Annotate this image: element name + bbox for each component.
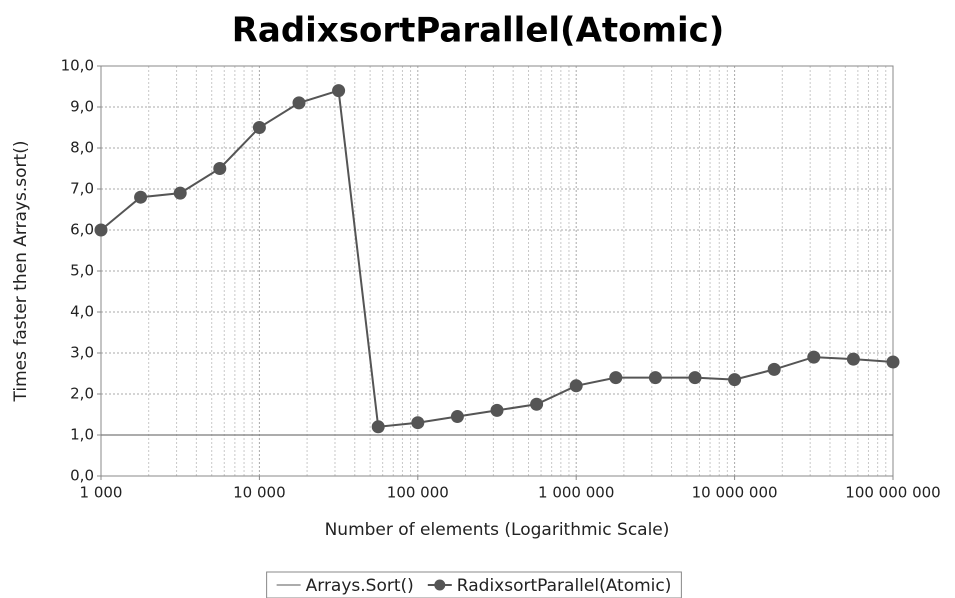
legend-label: Arrays.Sort() (306, 576, 414, 596)
y-tick-label: 0,0 (70, 467, 94, 485)
y-tick-label: 7,0 (70, 180, 94, 198)
data-point (94, 223, 108, 237)
x-tick-label: 100 000 (387, 484, 449, 502)
data-point (173, 186, 187, 200)
legend-marker (434, 579, 446, 591)
data-point (134, 190, 148, 204)
data-point (411, 416, 425, 430)
data-point (292, 96, 306, 110)
data-point (728, 373, 742, 387)
data-point (609, 371, 623, 385)
data-point (332, 84, 346, 98)
data-point (450, 410, 464, 424)
chart-title: RadixsortParallel(Atomic) (232, 11, 725, 51)
data-point (767, 362, 781, 376)
y-axis-label: Times faster then Arrays.sort() (11, 141, 31, 403)
y-tick-label: 6,0 (70, 221, 94, 239)
y-tick-label: 1,0 (70, 426, 94, 444)
data-point (807, 350, 821, 364)
x-tick-label: 10 000 000 (692, 484, 778, 502)
x-tick-label: 100 000 000 (845, 484, 940, 502)
y-tick-label: 4,0 (70, 303, 94, 321)
y-tick-label: 10,0 (61, 57, 94, 75)
data-point (886, 355, 900, 369)
y-tick-label: 9,0 (70, 98, 94, 116)
data-point (490, 403, 504, 417)
data-point (569, 379, 583, 393)
x-tick-label: 10 000 (233, 484, 286, 502)
data-point (688, 371, 702, 385)
data-point (648, 371, 662, 385)
legend-label: RadixsortParallel(Atomic) (457, 576, 672, 596)
data-point (846, 352, 860, 366)
y-tick-label: 8,0 (70, 139, 94, 157)
y-tick-label: 3,0 (70, 344, 94, 362)
data-point (252, 121, 266, 134)
legend-box (266, 571, 682, 598)
x-tick-label: 1 000 000 (538, 484, 614, 502)
data-point (371, 420, 385, 434)
data-point (530, 397, 544, 411)
y-tick-label: 5,0 (70, 262, 94, 280)
y-tick-label: 2,0 (70, 385, 94, 403)
x-tick-label: 1 000 (80, 484, 123, 502)
data-point (213, 162, 227, 175)
x-axis-label: Number of elements (Logarithmic Scale) (325, 520, 670, 540)
